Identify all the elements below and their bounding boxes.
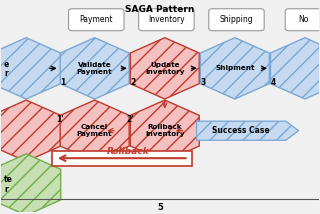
Text: Rollback
Inventory: Rollback Inventory (145, 124, 185, 137)
Text: Shipping: Shipping (220, 15, 253, 24)
FancyBboxPatch shape (68, 9, 124, 31)
FancyBboxPatch shape (139, 9, 194, 31)
FancyBboxPatch shape (52, 151, 192, 166)
FancyBboxPatch shape (285, 9, 320, 31)
Text: r: r (4, 69, 8, 78)
Text: SAGA Pattern: SAGA Pattern (125, 5, 195, 14)
Text: Cancel
Payment: Cancel Payment (77, 124, 113, 137)
Text: Rollback: Rollback (107, 147, 149, 156)
Polygon shape (200, 38, 269, 99)
FancyBboxPatch shape (209, 9, 264, 31)
Polygon shape (130, 38, 199, 99)
Text: e: e (4, 60, 9, 69)
Polygon shape (270, 38, 320, 99)
Text: 5: 5 (157, 203, 163, 212)
Polygon shape (0, 154, 61, 214)
Text: Inventory: Inventory (148, 15, 185, 24)
Text: 2': 2' (126, 114, 133, 123)
Polygon shape (60, 100, 129, 161)
Text: Success Case: Success Case (212, 126, 270, 135)
Text: No: No (298, 15, 308, 24)
Text: te: te (4, 175, 13, 184)
Text: 1': 1' (56, 114, 63, 123)
Text: 3: 3 (200, 78, 206, 87)
Text: 1: 1 (60, 78, 66, 87)
Text: Validate
Payment: Validate Payment (77, 62, 113, 75)
Text: 2: 2 (130, 78, 136, 87)
Polygon shape (60, 38, 129, 99)
Polygon shape (130, 100, 199, 161)
Text: r: r (4, 185, 8, 194)
FancyArrow shape (197, 121, 299, 140)
Text: Payment: Payment (80, 15, 113, 24)
Polygon shape (0, 100, 61, 161)
Polygon shape (0, 38, 61, 99)
Text: Shipment: Shipment (215, 65, 255, 71)
Text: 4: 4 (270, 78, 276, 87)
Text: Update
Inventory: Update Inventory (145, 62, 185, 75)
